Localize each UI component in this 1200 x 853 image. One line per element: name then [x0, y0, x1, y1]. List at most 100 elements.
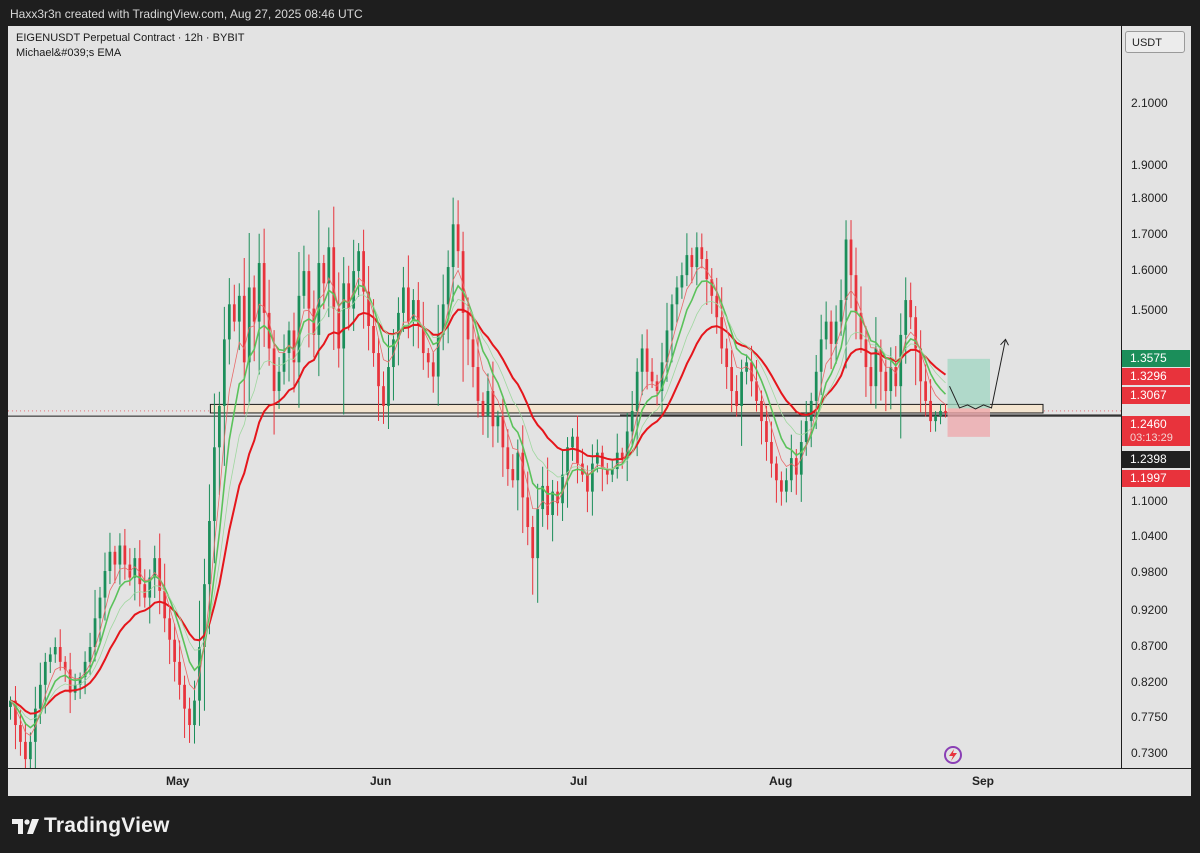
price-tick-label: 1.8000	[1131, 191, 1168, 205]
tradingview-logo[interactable]: TradingView	[12, 814, 170, 838]
currency-selector[interactable]: USDT	[1125, 31, 1185, 53]
candle-body	[218, 405, 221, 448]
top-bar: Haxx3r3n created with TradingView.com, A…	[0, 0, 1200, 26]
month-label: May	[166, 774, 190, 788]
candle-body	[367, 291, 370, 327]
month-label: Jun	[370, 774, 392, 788]
bar-countdown: 03:13:29	[1130, 432, 1173, 444]
candle-body	[98, 597, 102, 619]
candle-body	[566, 447, 569, 475]
candle-body	[879, 348, 883, 372]
candle-body	[118, 545, 122, 565]
candle-body	[595, 452, 599, 464]
flash-icon[interactable]	[943, 745, 963, 765]
time-scale[interactable]	[8, 768, 1191, 796]
candle-body	[133, 558, 137, 578]
candle-body	[377, 353, 380, 387]
candle-body	[113, 551, 117, 565]
candle-body	[247, 287, 251, 363]
candle-body	[839, 300, 843, 322]
candle-body	[780, 480, 783, 492]
candle-body	[203, 584, 206, 648]
brand-name: TradingView	[44, 814, 170, 837]
candle-body	[461, 251, 465, 313]
candle-body	[237, 295, 241, 322]
candle-body	[108, 551, 112, 572]
candle-body	[789, 458, 793, 481]
candle-body	[889, 367, 893, 392]
candle-body	[531, 527, 535, 559]
candle-body	[342, 283, 346, 349]
candle-body	[740, 371, 743, 406]
candle-body	[859, 312, 863, 340]
candle-body	[690, 255, 694, 268]
price-tick-label: 1.9000	[1131, 158, 1168, 172]
candle-body	[819, 339, 823, 372]
candle-body	[193, 700, 196, 726]
candle-body	[277, 371, 281, 392]
candle-body	[784, 480, 788, 492]
candle-body	[158, 558, 162, 591]
candle-body	[521, 452, 525, 498]
candle-body	[914, 317, 918, 349]
candle-body	[610, 469, 614, 475]
month-label: Aug	[769, 774, 793, 788]
candle-body	[382, 386, 385, 406]
price-tick-label: 1.5000	[1131, 303, 1168, 317]
price-tick-label: 1.1000	[1131, 494, 1168, 508]
candle-body	[168, 618, 172, 640]
candle-body	[19, 725, 22, 742]
candle-body	[511, 469, 515, 481]
price-tick-label: 2.1000	[1131, 96, 1168, 110]
price-tick-label: 0.9800	[1131, 565, 1168, 579]
candle-body	[695, 247, 699, 268]
candle-body	[183, 684, 186, 709]
candle-body	[347, 283, 351, 309]
candle-body	[327, 247, 331, 284]
candle-body	[362, 251, 365, 292]
candle-body	[824, 321, 828, 340]
candle-body	[411, 300, 415, 322]
candle-body	[869, 367, 873, 387]
candle-body	[814, 371, 818, 401]
month-label: Sep	[972, 774, 995, 788]
candle-body	[516, 452, 520, 481]
stop-price-tag: 1.1997	[1122, 470, 1190, 487]
candle-body	[934, 416, 937, 422]
chart-credit: Haxx3r3n created with TradingView.com, A…	[10, 7, 363, 21]
candle-body	[541, 485, 545, 510]
candle-body	[730, 367, 734, 392]
candle-body	[501, 416, 505, 448]
candle-body	[794, 458, 798, 475]
candle-body	[556, 491, 559, 504]
ema-fast-red-line	[10, 265, 946, 737]
price-chart[interactable]	[8, 26, 1121, 768]
candle-body	[944, 410, 947, 413]
candle-body	[605, 469, 609, 475]
candle-body	[441, 304, 445, 335]
support-zone	[209, 403, 1044, 414]
candle-body	[491, 391, 495, 427]
candle-body	[9, 700, 12, 707]
candle-body	[43, 661, 47, 685]
candle-body	[372, 326, 375, 354]
indicator-legend[interactable]: Michael&#039;s EMA	[16, 47, 122, 59]
candle-body	[63, 661, 67, 670]
tradingview-logo-icon	[12, 819, 39, 835]
candle-body	[58, 647, 62, 662]
target-price-tag: 1.3575	[1122, 350, 1190, 367]
candle-body	[287, 330, 291, 354]
symbol-legend[interactable]: EIGENUSDT Perpetual Contract · 12h · BYB…	[16, 32, 245, 44]
candle-body	[685, 255, 689, 276]
candle-body	[854, 275, 858, 313]
candle-body	[302, 271, 306, 296]
candle-body	[581, 463, 584, 475]
candle-body	[670, 304, 674, 331]
candle-body	[257, 263, 261, 322]
support-price-tag: 1.2398	[1122, 451, 1190, 468]
candle-body	[282, 353, 286, 372]
price-tick-label: 0.7300	[1131, 746, 1168, 760]
candle-body	[615, 452, 619, 470]
candle-body	[675, 287, 679, 305]
candle-body	[148, 577, 152, 598]
